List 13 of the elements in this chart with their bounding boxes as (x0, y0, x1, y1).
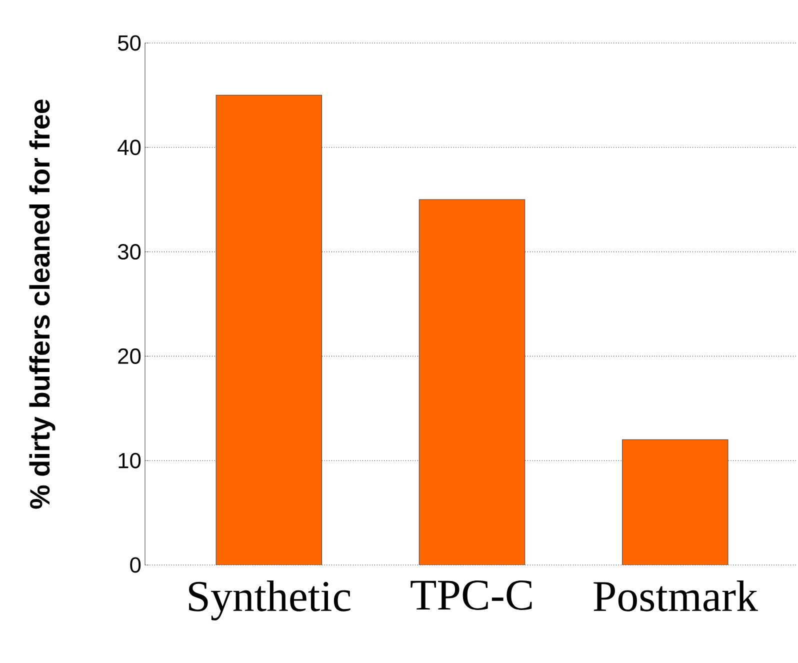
bar (216, 94, 322, 565)
y-tick-label: 10 (118, 452, 141, 468)
x-tick-label: TPC-C (410, 580, 532, 610)
x-tick-label: Postmark (594, 580, 758, 612)
y-axis-title: % dirty buffers cleaned for free (29, 100, 56, 509)
y-tick-label: 0 (130, 557, 141, 573)
bar (622, 439, 728, 565)
y-tick-label: 40 (118, 140, 141, 156)
y-tick-label: 20 (118, 348, 141, 364)
y-tick-label: 30 (118, 244, 141, 260)
bar (418, 199, 526, 565)
x-tick-label: Synthetic (189, 580, 350, 620)
y-tick-label: 50 (118, 35, 141, 51)
